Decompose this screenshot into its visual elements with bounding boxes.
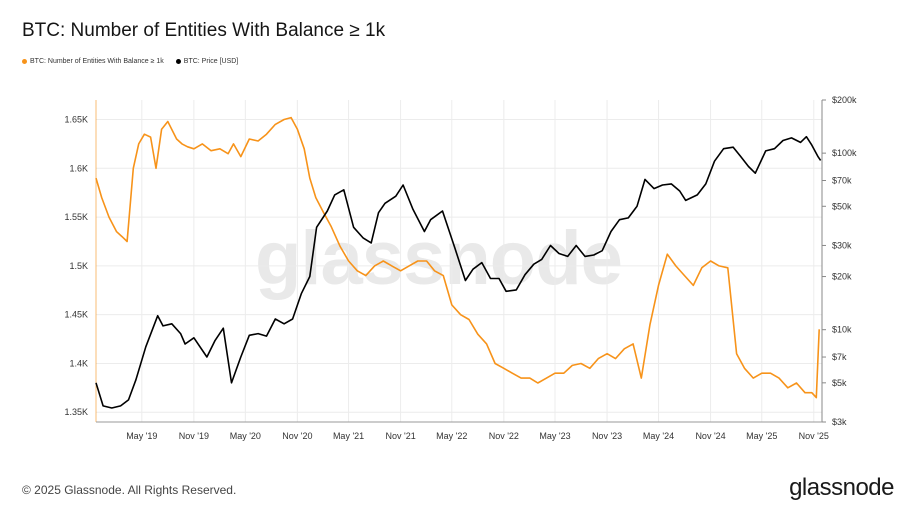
series-line-entities: [95, 116, 820, 399]
legend-label-entities: BTC: Number of Entities With Balance ≥ 1…: [30, 58, 164, 65]
x-tick-label: Nov '23: [592, 431, 622, 441]
y-right-tick-label: $20k: [832, 272, 852, 282]
y-left-tick-label: 1.35K: [64, 407, 88, 417]
legend-item-price[interactable]: BTC: Price [USD]: [175, 58, 239, 65]
x-tick-label: May '20: [230, 431, 261, 441]
y-left-tick-label: 1.5K: [69, 261, 88, 271]
legend-label-price: BTC: Price [USD]: [183, 58, 239, 65]
chart-legend: BTC: Number of Entities With Balance ≥ 1…: [22, 58, 238, 65]
chart-axes: [95, 99, 826, 423]
x-tick-label: Nov '20: [282, 431, 312, 441]
copyright-footer: © 2025 Glassnode. All Rights Reserved.: [22, 483, 237, 497]
y-left-tick-label: 1.65K: [64, 115, 88, 125]
y-right-tick-label: $5k: [832, 378, 847, 388]
y-left-tick-label: 1.6K: [69, 163, 88, 173]
y-right-tick-label: $70k: [832, 175, 852, 185]
x-tick-label: May '25: [746, 431, 777, 441]
y-right-tick-label: $7k: [832, 352, 847, 362]
x-tick-label: May '24: [643, 431, 674, 441]
x-tick-label: Nov '22: [489, 431, 519, 441]
y-right-tick-label: $10k: [832, 325, 852, 335]
series-line-price: [95, 135, 822, 409]
x-tick-label: Nov '19: [179, 431, 209, 441]
y-left-tick-label: 1.45K: [64, 310, 88, 320]
y-right-tick-label: $50k: [832, 201, 852, 211]
x-tick-label: May '22: [436, 431, 467, 441]
chart-tick-labels: 1.35K 1.4K 1.45K 1.5K 1.55K 1.6K 1.65K $3k $5k $7…: [64, 95, 857, 441]
glassnode-logo[interactable]: glassnode: [789, 474, 894, 501]
y-right-tick-label: $3k: [832, 417, 847, 427]
y-right-tick-label: $200k: [832, 95, 857, 105]
page-title: BTC: Number of Entities With Balance ≥ 1…: [22, 20, 386, 41]
y-left-tick-label: 1.55K: [64, 212, 88, 222]
x-tick-label: Nov '25: [799, 431, 829, 441]
legend-dot-black: [175, 59, 181, 64]
legend-item-entities[interactable]: BTC: Number of Entities With Balance ≥ 1…: [22, 58, 164, 65]
x-tick-label: May '21: [333, 431, 364, 441]
x-tick-label: May '23: [539, 431, 570, 441]
y-left-tick-label: 1.4K: [69, 358, 88, 368]
y-right-tick-label: $30k: [832, 240, 852, 250]
legend-dot-orange: [22, 59, 27, 64]
x-tick-label: Nov '21: [385, 431, 415, 441]
y-right-tick-label: $100k: [832, 148, 857, 158]
chart-series: [95, 116, 822, 409]
x-tick-label: Nov '24: [695, 431, 725, 441]
x-tick-label: May '19: [126, 431, 157, 441]
